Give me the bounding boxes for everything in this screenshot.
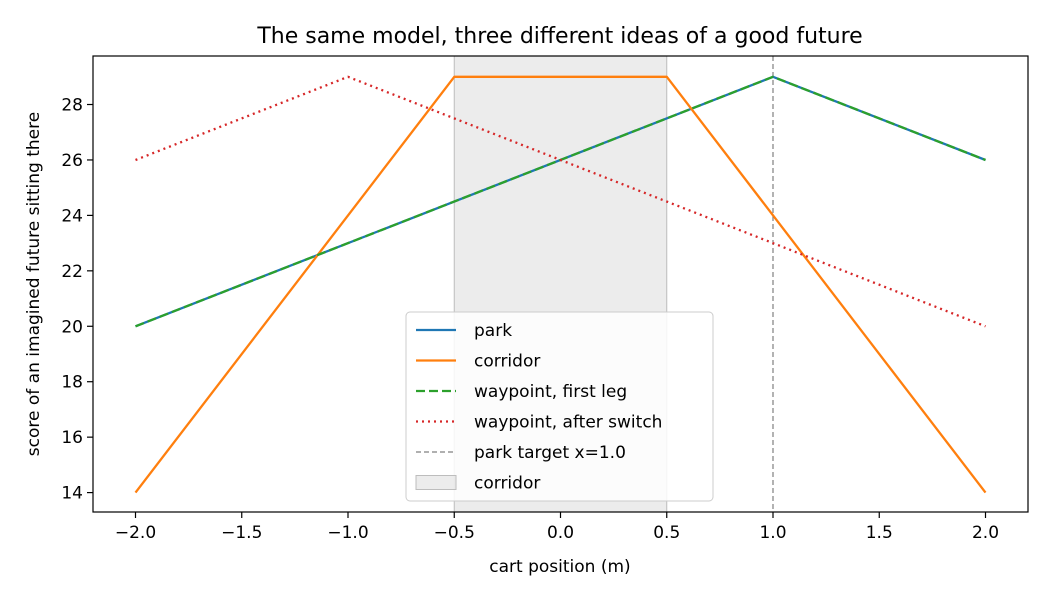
legend-label-2: waypoint, first leg	[474, 382, 627, 402]
x-axis-label: cart position (m)	[489, 557, 630, 577]
legend-swatch-5	[415, 475, 457, 490]
x-tick-label-5: 0.5	[653, 523, 680, 543]
series-line-1	[134, 75, 987, 494]
legend-label-3: waypoint, after switch	[474, 413, 662, 433]
y-tick-label-0: 14	[61, 484, 83, 504]
y-axis-label: score of an imagined future sitting ther…	[24, 112, 44, 456]
y-tick-label-3: 20	[61, 317, 83, 337]
y-tick-label-4: 22	[61, 262, 83, 282]
x-tick-label-0: −2.0	[115, 523, 156, 543]
series-line-2	[135, 75, 986, 328]
legend-box	[405, 311, 714, 502]
legend-label-1: corridor	[474, 352, 540, 372]
x-tick-label-7: 1.5	[866, 523, 893, 543]
series-line-3	[135, 75, 986, 328]
y-tick-label-1: 16	[61, 428, 83, 448]
x-tick-label-1: −1.5	[221, 523, 262, 543]
y-tick-label-2: 18	[61, 373, 83, 393]
y-tick-label-5: 24	[61, 206, 83, 226]
x-tick-label-3: −0.5	[434, 523, 475, 543]
legend: park corridor waypoint, first leg waypoint,…	[405, 311, 714, 502]
y-tick-label-7: 28	[61, 96, 83, 116]
legend-label-5: corridor	[474, 474, 540, 494]
x-tick-label-6: 1.0	[759, 523, 786, 543]
x-tick-label-8: 2.0	[972, 523, 999, 543]
y-tick-label-6: 26	[61, 151, 83, 171]
chart-title: The same model, three different ideas of…	[256, 24, 862, 49]
x-tick-label-4: 0.0	[547, 523, 574, 543]
x-tick-label-2: −1.0	[327, 523, 368, 543]
legend-label-4: park target x=1.0	[474, 443, 626, 463]
legend-label-0: park	[474, 321, 512, 341]
